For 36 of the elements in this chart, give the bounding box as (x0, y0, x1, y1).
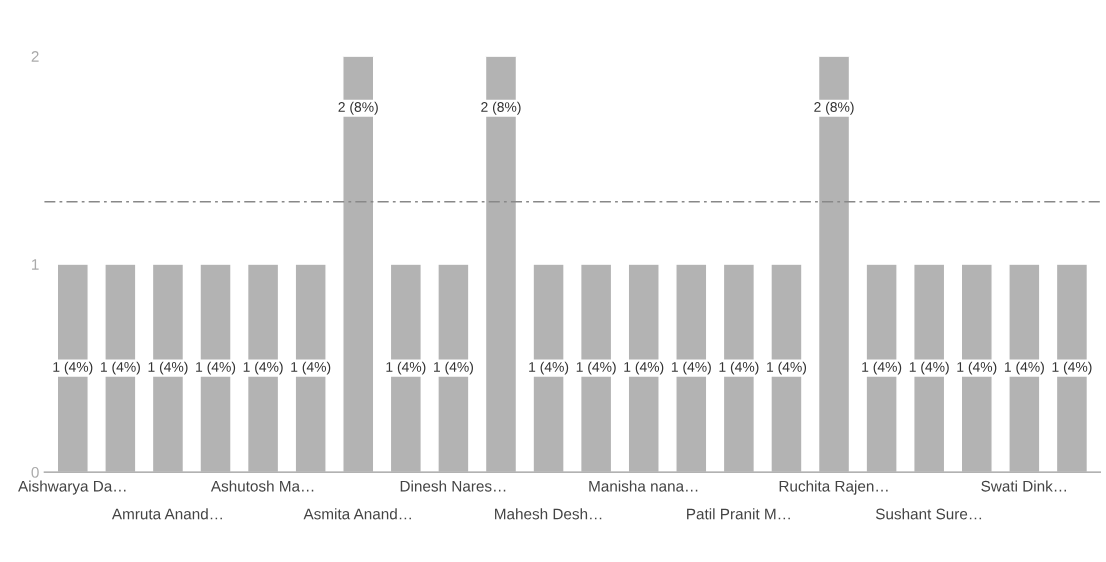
data-label: 1 (4%) (529, 361, 569, 375)
y-tick-label: 1 (32, 259, 39, 270)
data-label: 1 (4%) (909, 361, 949, 375)
data-label: 1 (4%) (671, 361, 711, 375)
data-label: 1 (4%) (291, 361, 331, 375)
x-tick-label: Patil Pranit M… (687, 508, 790, 520)
data-label: 1 (4%) (1004, 361, 1044, 375)
x-tick-label: Dinesh Nares… (400, 480, 506, 492)
data-label: 2 (8%) (481, 101, 521, 115)
data-label: 1 (4%) (386, 361, 426, 375)
x-tick-label: Asmita Anand… (303, 508, 411, 520)
data-label: 1 (4%) (243, 361, 283, 375)
data-label: 1 (4%) (100, 361, 140, 375)
data-label: 1 (4%) (767, 361, 807, 375)
data-label: 1 (4%) (862, 361, 902, 375)
data-label: 1 (4%) (719, 361, 759, 375)
x-tick-label: Manisha nana… (589, 480, 698, 492)
data-label: 1 (4%) (957, 361, 997, 375)
data-label: 1 (4%) (434, 361, 473, 375)
data-label: 1 (4%) (1052, 361, 1092, 375)
y-tick-label: 2 (31, 51, 39, 62)
x-tick-label: Ashutosh Ma… (210, 480, 314, 492)
data-label: 1 (4%) (53, 361, 93, 375)
x-tick-label: Amruta Anand… (111, 508, 222, 520)
x-tick-label: Ruchita Rajen… (779, 480, 888, 495)
data-label: 1 (4%) (196, 361, 236, 375)
data-label: 2 (8%) (338, 101, 378, 115)
data-label: 1 (4%) (624, 361, 664, 375)
x-tick-label: Mahesh Desh… (495, 508, 602, 520)
data-label: 1 (4%) (576, 361, 616, 375)
x-tick-label: Aishwarya Da… (18, 480, 126, 495)
y-tick-label: 0 (31, 466, 39, 478)
data-label: 2 (8%) (814, 101, 854, 115)
data-label: 1 (4%) (148, 361, 188, 375)
x-tick-label: Sushant Sure… (875, 508, 982, 520)
x-tick-label: Swati Dink… (981, 480, 1066, 492)
